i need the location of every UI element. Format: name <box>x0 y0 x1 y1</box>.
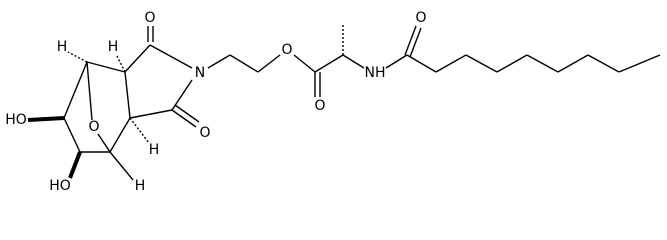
atom-label: H <box>108 39 119 55</box>
atom-labels: H H O N O O NH O O HO O H HO H <box>5 10 426 194</box>
atom-label: O <box>415 10 426 26</box>
atom-label: N <box>195 65 205 81</box>
molecule-diagram: H H O N O O NH O O HO O H HO H <box>5 10 661 194</box>
atom-label: HO <box>5 112 27 128</box>
atom-label: O <box>314 98 325 114</box>
atom-label: NH <box>365 65 386 81</box>
atom-label: O <box>88 119 99 135</box>
atom-label: O <box>144 10 155 26</box>
atom-label: H <box>57 39 68 55</box>
bonds <box>27 25 661 181</box>
atom-label: O <box>281 42 292 58</box>
atom-label: O <box>199 125 210 141</box>
atom-label: H <box>135 178 146 194</box>
atom-label: H <box>149 142 160 158</box>
atom-label: HO <box>49 178 71 194</box>
